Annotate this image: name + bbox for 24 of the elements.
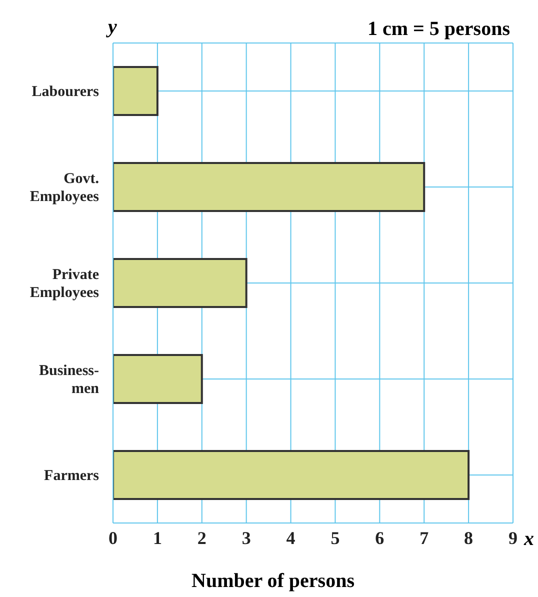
bar (113, 354, 203, 404)
y-tick-label: Business-men (38, 363, 100, 397)
x-tick-label: 9 (508, 528, 518, 548)
bar (113, 66, 158, 116)
y-tick-label: Private Employees (30, 267, 100, 301)
x-tick-label: 6 (375, 528, 384, 548)
x-tick-label: 0 (108, 528, 118, 548)
bar (113, 450, 470, 500)
x-axis-title: Number of persons (190, 570, 356, 593)
y-tick-label: Farmers (44, 468, 100, 484)
text: 1 cm = 5 persons (368, 18, 510, 41)
x-tick-label: 3 (242, 528, 251, 548)
y-axis-title: y (108, 16, 117, 39)
bar (113, 162, 426, 212)
text: x (524, 528, 534, 551)
bar (113, 258, 248, 308)
x-tick-label: 7 (420, 528, 429, 548)
x-tick-label: 1 (152, 528, 162, 548)
y-tick-label: Govt. Employees (30, 171, 100, 205)
x-tick-label: 8 (464, 528, 474, 548)
y-tick-label: Labourers (32, 84, 100, 100)
x-tick-label: 2 (197, 528, 206, 548)
x-tick-label: 4 (286, 528, 296, 548)
x-tick-label: 5 (330, 528, 340, 548)
